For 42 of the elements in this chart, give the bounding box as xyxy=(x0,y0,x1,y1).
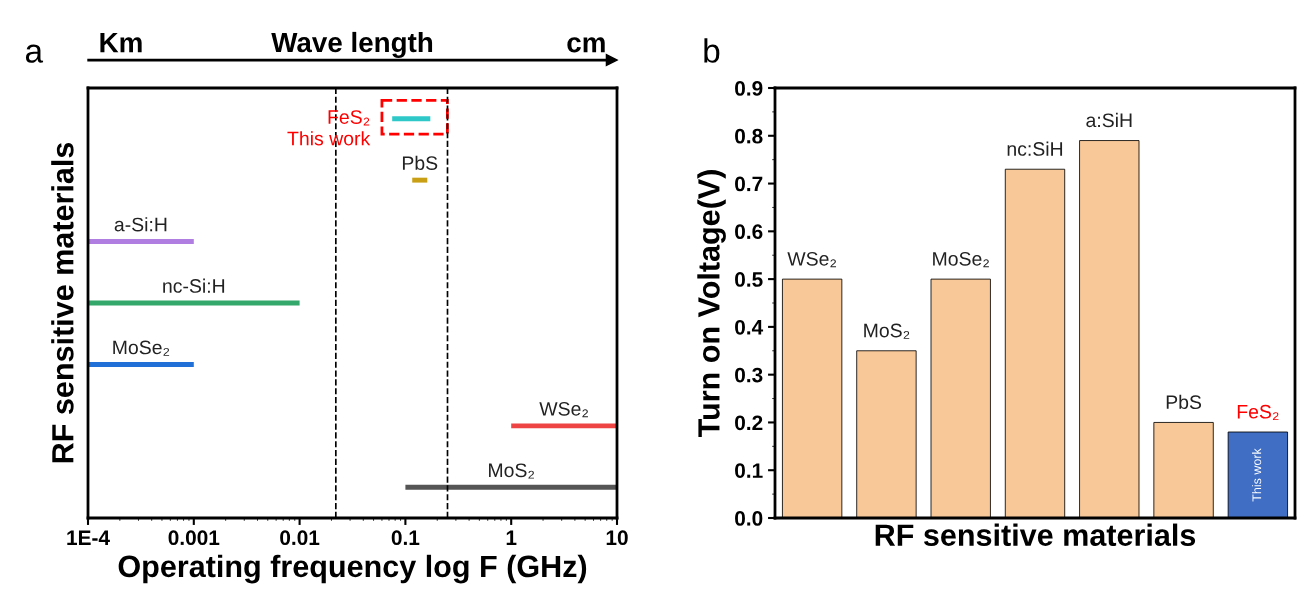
y-tick-label: 0.5 xyxy=(735,272,763,287)
bar xyxy=(88,361,194,367)
y-tick-label: 0.1 xyxy=(735,463,763,478)
category-label: a:SiH xyxy=(1086,112,1132,128)
category-label: PbS xyxy=(1166,394,1202,410)
bar xyxy=(392,116,431,122)
y-tick-label: 0.3 xyxy=(735,367,763,383)
x-tick-label: 0.01 xyxy=(280,530,320,546)
bar xyxy=(88,239,194,245)
bar xyxy=(412,177,428,183)
category-label: WSe₂ xyxy=(787,251,837,268)
category-label: MoS₂ xyxy=(864,323,910,339)
y-tick-label: 0.7 xyxy=(735,176,763,192)
y-tick-label: 0.8 xyxy=(735,128,763,144)
y-axis-title: RF sensitive materials xyxy=(51,142,74,463)
bar xyxy=(511,423,617,429)
annotation: This work xyxy=(1252,448,1262,502)
y-tick-label: 0.2 xyxy=(735,415,763,431)
y-tick-label: a-Si:H xyxy=(114,217,167,232)
y-tick-label: 0.4 xyxy=(735,319,764,335)
category-label: FeS₂ xyxy=(1237,404,1279,421)
y-tick-label: 0.0 xyxy=(735,511,763,526)
annotation: This work xyxy=(287,131,371,146)
text: Km xyxy=(100,33,142,53)
x-tick-label: 10 xyxy=(606,530,628,546)
category-label: nc:SiH xyxy=(1007,141,1063,156)
bar xyxy=(405,484,617,490)
x-tick-label: 1 xyxy=(506,530,517,545)
x-axis-title: RF sensitive materials xyxy=(875,523,1196,546)
y-axis-title: Turn on Voltage(V) xyxy=(697,170,726,438)
x-axis-title: Operating frequency log F (GHz) xyxy=(118,554,587,584)
chart-title: b xyxy=(704,38,720,63)
y-tick-label: nc-Si:H xyxy=(163,278,225,293)
chart-title: a xyxy=(25,44,44,63)
text: Wave length xyxy=(271,31,433,58)
category-label: MoSe₂ xyxy=(933,251,989,268)
x-tick-label: 1E-4 xyxy=(67,530,110,545)
text: cm xyxy=(567,37,605,53)
x-tick-label: 0.001 xyxy=(168,530,220,546)
y-tick-label: 0.9 xyxy=(735,81,763,96)
y-tick-label: 0.6 xyxy=(735,224,763,240)
x-tick-label: 0.1 xyxy=(391,530,420,546)
